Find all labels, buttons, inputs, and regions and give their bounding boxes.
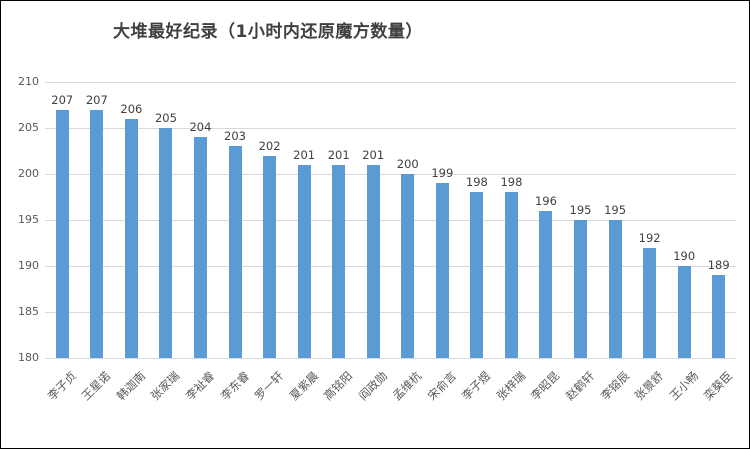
x-axis-category-label: 宋俞言 bbox=[424, 368, 459, 404]
x-axis-category-label: 孟维杭 bbox=[390, 368, 425, 404]
bar bbox=[504, 192, 518, 358]
gridline bbox=[45, 219, 736, 221]
x-axis-category-label: 张景舒 bbox=[631, 368, 667, 404]
bar bbox=[677, 266, 691, 358]
bar-value-label: 202 bbox=[258, 138, 281, 153]
chart-title: 大堆最好纪录（1小时内还原魔方数量） bbox=[113, 22, 423, 42]
bar bbox=[263, 155, 277, 358]
bar-value-label: 201 bbox=[362, 147, 385, 162]
gridline bbox=[45, 173, 736, 175]
bar-value-label: 207 bbox=[51, 92, 74, 107]
bar-value-label: 195 bbox=[569, 203, 592, 217]
bar bbox=[712, 275, 726, 358]
y-axis-tick-label: 185 bbox=[18, 305, 39, 318]
y-axis-tick-label: 210 bbox=[18, 75, 39, 88]
x-axis-category-label: 夏紫晨 bbox=[286, 368, 321, 404]
bar-value-label: 198 bbox=[465, 175, 488, 190]
bar-value-label: 190 bbox=[673, 249, 696, 263]
bar bbox=[608, 220, 622, 358]
gridline bbox=[45, 357, 736, 359]
bar bbox=[193, 137, 207, 358]
x-axis-category-label: 张梓瑞 bbox=[493, 368, 529, 404]
plot-area: 207 207 206 205 204 203 202 201 201 201 200 199 198 1… bbox=[45, 81, 736, 359]
bar-value-label: 189 bbox=[707, 258, 730, 273]
x-axis-category-label: 栾葵臣 bbox=[701, 368, 736, 404]
bar bbox=[297, 164, 311, 358]
x-axis-category-label: 李祉睿 bbox=[182, 368, 218, 404]
bar bbox=[643, 247, 657, 358]
bar-value-label: 207 bbox=[85, 92, 108, 107]
bar-value-label: 206 bbox=[120, 101, 143, 116]
bar bbox=[124, 118, 138, 358]
bar bbox=[228, 146, 242, 358]
bar bbox=[574, 220, 588, 358]
bar bbox=[159, 128, 173, 358]
gridline bbox=[45, 127, 736, 129]
bar bbox=[401, 174, 415, 358]
bar-value-label: 201 bbox=[327, 147, 350, 162]
bar bbox=[435, 183, 449, 358]
bar bbox=[332, 164, 346, 358]
y-axis-tick-label: 180 bbox=[18, 351, 39, 364]
y-axis-tick-label: 190 bbox=[18, 259, 39, 272]
x-axis-category-label: 韩迦南 bbox=[113, 368, 148, 404]
bar-value-label: 192 bbox=[638, 230, 661, 245]
bar bbox=[55, 109, 69, 358]
bar-value-label: 195 bbox=[604, 203, 627, 217]
bar-value-label: 205 bbox=[154, 111, 177, 125]
x-axis-category-label: 高铭阳 bbox=[320, 368, 356, 404]
gridline bbox=[45, 265, 736, 267]
bar bbox=[366, 164, 380, 358]
bar-value-label: 204 bbox=[189, 120, 212, 135]
bar-value-label: 201 bbox=[293, 147, 316, 162]
x-axis-category-label: 赵鹤轩 bbox=[562, 368, 598, 404]
bar-value-label: 203 bbox=[224, 129, 246, 144]
x-axis-category-label: 张家瑞 bbox=[148, 368, 183, 404]
x-axis-category-label: 王星诺 bbox=[79, 368, 114, 404]
bar bbox=[539, 210, 553, 358]
x-axis-category-label: 王小畅 bbox=[666, 368, 701, 404]
x-axis-category-label: 李昭昆 bbox=[528, 368, 563, 404]
bar-value-label: 198 bbox=[500, 175, 523, 190]
x-axis-category-label: 李东睿 bbox=[217, 368, 252, 404]
x-axis-category-label: 李镕辰 bbox=[597, 368, 632, 404]
x-axis-category-label: 罗一轩 bbox=[251, 368, 287, 404]
bar-value-label: 196 bbox=[534, 193, 557, 208]
x-axis-category-label: 李子煜 bbox=[459, 368, 494, 404]
gridline bbox=[45, 311, 736, 313]
gridline bbox=[45, 81, 736, 83]
bar bbox=[470, 192, 484, 358]
y-axis-tick-label: 205 bbox=[18, 121, 39, 134]
y-axis-tick-label: 195 bbox=[18, 213, 39, 226]
bar-value-label: 200 bbox=[396, 157, 419, 171]
bar-value-label: 199 bbox=[431, 166, 454, 181]
x-axis-category-label: 阎政勋 bbox=[355, 368, 390, 404]
x-axis-category-label: 李子贞 bbox=[44, 368, 79, 404]
y-axis-tick-label: 200 bbox=[18, 167, 39, 180]
bar bbox=[90, 109, 104, 358]
